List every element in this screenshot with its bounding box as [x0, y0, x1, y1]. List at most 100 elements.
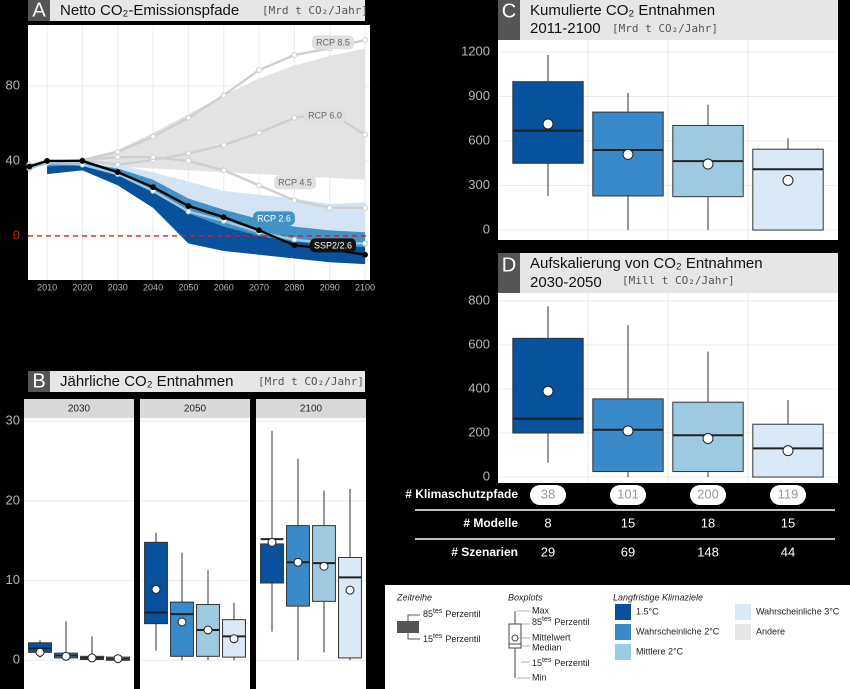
y-tick-label: 0 — [483, 221, 490, 236]
series-point — [220, 142, 227, 148]
series-point — [150, 184, 156, 191]
label-number: 15 — [532, 658, 542, 668]
cell-value: 44 — [781, 544, 795, 559]
legend-swatch — [615, 624, 631, 640]
cell-value: 69 — [621, 544, 635, 559]
series-point — [114, 149, 121, 155]
cell-value: 15 — [621, 515, 635, 530]
series-point — [362, 37, 368, 43]
title-bar — [28, 371, 365, 392]
x-tick-label: 2030 — [108, 282, 128, 292]
x-tick-label: 2070 — [249, 282, 269, 292]
panel-title: Jährliche CO₂ Entnahmen — [60, 373, 233, 390]
legend-label: 85tes Perzentil — [423, 608, 480, 620]
legend-label: 85tes Perzentil — [532, 616, 589, 628]
legend-label: Wahrscheinliche 2°C — [636, 626, 720, 636]
facet-label: 2030 — [68, 404, 91, 415]
series-point — [291, 52, 298, 58]
series-point — [291, 242, 298, 249]
letter-box — [498, 253, 520, 294]
cell-value: 148 — [697, 544, 719, 559]
panel-unit: [Mrd t CO₂/Jahr] — [258, 375, 364, 388]
series-label-bg — [274, 175, 316, 190]
series-point — [220, 92, 227, 99]
mean — [293, 557, 303, 567]
legend-swatch — [615, 604, 631, 620]
legend-title: Boxplots — [508, 592, 543, 602]
series-point — [256, 129, 262, 136]
x-tick-label: 2100 — [355, 282, 375, 292]
count-badge — [610, 485, 646, 505]
legend-mean — [511, 634, 519, 642]
x-tick-label: 2010 — [37, 282, 57, 292]
x-tick-label: 2090 — [320, 282, 340, 292]
y-tick-label: 300 — [468, 177, 490, 192]
y-tick-label: 30 — [6, 413, 20, 428]
series-point — [114, 169, 121, 176]
legend-label: Max — [532, 605, 550, 615]
series-label-bg — [309, 238, 357, 253]
mean — [177, 617, 187, 627]
series-label: RCP 2.6 — [257, 213, 291, 223]
count-badge — [530, 485, 566, 505]
series-point — [256, 182, 262, 189]
cell-value: 200 — [697, 486, 719, 501]
series-point — [185, 114, 192, 121]
cell-value: 29 — [541, 544, 555, 559]
mean — [622, 148, 634, 160]
mean — [203, 625, 213, 635]
cell-value: 119 — [778, 486, 799, 501]
label-sup: tes — [542, 616, 552, 623]
series-point — [185, 208, 192, 215]
series-label-bg — [253, 211, 295, 226]
series-point — [256, 227, 262, 234]
y-tick-label: 200 — [468, 424, 490, 439]
letter-box — [28, 371, 50, 392]
y-tick-label: 0 — [13, 652, 20, 667]
legend-label: 15tes Perzentil — [423, 633, 480, 645]
label-text: Perzentil — [445, 634, 480, 644]
mean — [542, 385, 554, 397]
mean — [87, 653, 97, 663]
x-tick-label: 2020 — [72, 282, 92, 292]
legend-label: 1.5°C — [636, 606, 659, 616]
series-point — [220, 214, 227, 221]
x-tick-label: 2080 — [284, 282, 304, 292]
cell-value: 101 — [617, 486, 639, 501]
legend-title: Zeitreihe — [396, 592, 432, 602]
y-tick-label: 1200 — [461, 43, 490, 58]
series-point — [185, 150, 192, 157]
legend-label: Andere — [756, 626, 785, 636]
series-label-bg — [304, 108, 346, 123]
cell-value: 15 — [781, 515, 795, 530]
y-tick-label: 400 — [468, 380, 490, 395]
cell-value: 18 — [701, 515, 715, 530]
series-point — [291, 236, 298, 243]
series-label: RCP 4.5 — [278, 177, 312, 187]
legend-label: Wahrscheinliche 3°C — [756, 606, 840, 616]
legend-bracket — [407, 614, 420, 640]
mean — [345, 585, 355, 595]
facet-label: 2100 — [300, 404, 323, 415]
box — [338, 556, 362, 659]
series-point — [185, 158, 192, 164]
cell-value: 38 — [541, 486, 555, 501]
panel-title: Kumulierte CO₂ Entnahmen — [530, 2, 715, 19]
mean — [782, 174, 794, 186]
box — [512, 337, 584, 434]
legend-label: Min — [532, 672, 547, 682]
title-bar — [498, 0, 838, 40]
mean — [35, 647, 45, 657]
legend-title: Langfristige Klimaziele — [613, 592, 703, 602]
series-point — [26, 163, 33, 170]
x-tick-label: 2050 — [178, 282, 198, 292]
series-point — [362, 240, 368, 247]
y-tick-label: 80 — [6, 77, 20, 92]
mean — [702, 433, 714, 445]
panel-title: Aufskalierung von CO₂ Entnahmen — [530, 255, 763, 272]
legend-swatch — [615, 644, 631, 660]
series-point — [150, 133, 156, 140]
range-band — [47, 164, 366, 265]
y-tick-label: 40 — [6, 152, 20, 167]
